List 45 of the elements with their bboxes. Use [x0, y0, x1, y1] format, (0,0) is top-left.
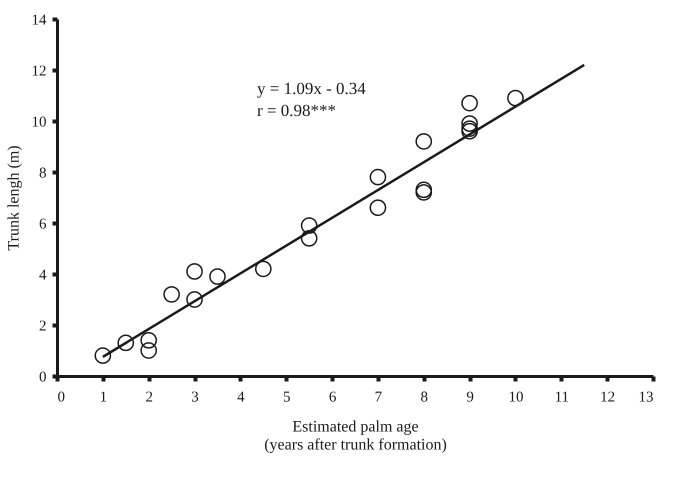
point — [300, 230, 318, 247]
point — [117, 334, 134, 352]
annotation: y = 1.09x - 0.34 — [257, 79, 366, 98]
y-tick-label: 4 — [39, 268, 47, 284]
x-tick-label: 9 — [466, 390, 474, 406]
y-tick-label: 8 — [39, 166, 46, 182]
x-tick-label: 2 — [145, 390, 153, 406]
x-tick-label: 8 — [420, 390, 428, 406]
x-tick-label: 3 — [191, 390, 199, 406]
x-tick-label: 7 — [374, 390, 383, 406]
point — [415, 133, 432, 150]
x-tick-label: 10 — [508, 390, 524, 406]
point — [186, 263, 203, 280]
y-tick-label: 10 — [32, 114, 46, 130]
x-tick-label: 0 — [58, 390, 65, 406]
y-tick-label: 14 — [32, 12, 47, 28]
x-tick-label: 11 — [554, 390, 570, 406]
point — [370, 199, 386, 216]
x-tick-label: 13 — [638, 390, 654, 406]
x-tick-label: 1 — [100, 390, 108, 406]
x-tick-label: 5 — [282, 390, 290, 406]
y-tick-label: 6 — [39, 216, 47, 232]
y-tick-label: 0 — [39, 370, 46, 386]
point — [94, 347, 112, 364]
point — [254, 260, 272, 278]
point — [140, 342, 158, 359]
point — [461, 94, 478, 112]
point — [461, 120, 478, 137]
x-tick-label: 12 — [600, 390, 616, 406]
point — [209, 268, 226, 285]
y-tick-label: 2 — [39, 318, 46, 334]
point — [461, 115, 478, 132]
point — [370, 168, 386, 186]
x-axis-title: Estimated palm age (years after trunk formation) — [264, 418, 447, 454]
point — [140, 332, 158, 349]
x-tick-label: 6 — [328, 390, 337, 406]
annotation: r = 0.98*** — [257, 101, 336, 120]
y-tick-label: 12 — [32, 64, 46, 80]
point — [186, 291, 203, 308]
point — [461, 122, 478, 140]
x-tick-label: 4 — [237, 390, 246, 406]
point — [163, 286, 180, 303]
point — [300, 217, 318, 234]
point — [507, 90, 524, 106]
y-axis-title: Trunk lengh (m) — [6, 145, 22, 251]
